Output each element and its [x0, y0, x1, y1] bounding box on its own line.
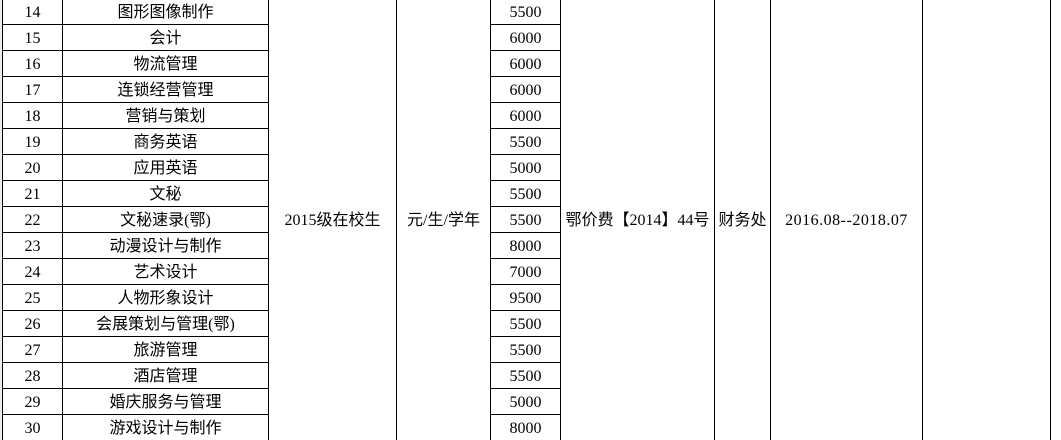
row-number-cell: 27: [2, 336, 63, 363]
major-name-cell: 旅游管理: [62, 336, 269, 363]
fee-amount-cell: 6000: [490, 50, 561, 77]
left-edge-strip: [0, 0, 2, 440]
fee-amount-cell: 5000: [490, 388, 561, 415]
row-number-cell: 21: [2, 180, 63, 207]
major-name-cell: 会展策划与管理(鄂): [62, 310, 269, 337]
row-number-cell: 20: [2, 154, 63, 181]
fee-amount-cell: 6000: [490, 102, 561, 129]
cohort-cell: 2015级在校生: [268, 0, 397, 440]
row-number-cell: 16: [2, 50, 63, 77]
table-row: 17 连锁经营管理 6000: [2, 76, 1051, 103]
major-name-cell: 酒店管理: [62, 362, 269, 389]
approval-doc-number-cell: 鄂价费【2014】44号: [560, 0, 715, 440]
table-row: 16 物流管理 6000: [2, 50, 1051, 77]
row-number-cell: 29: [2, 388, 63, 415]
major-name-cell: 艺术设计: [62, 258, 269, 285]
major-name-cell: 动漫设计与制作: [62, 232, 269, 259]
major-name-cell: 连锁经营管理: [62, 76, 269, 103]
fee-amount-cell: 5500: [490, 362, 561, 389]
row-number-cell: 28: [2, 362, 63, 389]
fee-amount-cell: 5500: [490, 310, 561, 337]
fee-amount-cell: 6000: [490, 24, 561, 51]
table-row: 18 营销与策划 6000: [2, 102, 1051, 129]
row-number-cell: 17: [2, 76, 63, 103]
row-number-cell: 18: [2, 102, 63, 129]
table-row: 28 酒店管理 5500: [2, 362, 1051, 389]
major-name-cell: 人物形象设计: [62, 284, 269, 311]
table-row: 22 文秘速录(鄂) 5500: [2, 206, 1051, 233]
charging-department-cell: 财务处: [714, 0, 771, 440]
row-number-cell: 24: [2, 258, 63, 285]
row-number-cell: 22: [2, 206, 63, 233]
table-row: 25 人物形象设计 9500: [2, 284, 1051, 311]
fee-amount-cell: 5000: [490, 154, 561, 181]
row-number-cell: 25: [2, 284, 63, 311]
fee-amount-cell: 5500: [490, 336, 561, 363]
major-name-cell: 营销与策划: [62, 102, 269, 129]
fee-amount-cell: 9500: [490, 284, 561, 311]
row-number-cell: 15: [2, 24, 63, 51]
major-name-cell: 文秘: [62, 180, 269, 207]
row-number-cell: 30: [2, 414, 63, 440]
row-number-cell: 19: [2, 128, 63, 155]
major-name-cell: 文秘速录(鄂): [62, 206, 269, 233]
major-name-cell: 应用英语: [62, 154, 269, 181]
fee-amount-cell: 8000: [490, 414, 561, 440]
table-row: 23 动漫设计与制作 8000: [2, 232, 1051, 259]
table-row: 21 文秘 5500: [2, 180, 1051, 207]
fee-amount-cell: 5500: [490, 128, 561, 155]
fee-amount-cell: 8000: [490, 232, 561, 259]
empty-remark-cell: [922, 0, 1051, 440]
major-name-cell: 图形图像制作: [62, 0, 269, 25]
table-row: 19 商务英语 5500: [2, 128, 1051, 155]
major-name-cell: 商务英语: [62, 128, 269, 155]
fee-amount-cell: 5500: [490, 206, 561, 233]
fee-unit-cell: 元/生/学年: [396, 0, 491, 440]
major-name-cell: 会计: [62, 24, 269, 51]
fee-amount-cell: 7000: [490, 258, 561, 285]
row-number-cell: 26: [2, 310, 63, 337]
fee-amount-cell: 5500: [490, 180, 561, 207]
validity-period-cell: 2016.08--2018.07: [770, 0, 923, 440]
fee-amount-cell: 5500: [490, 0, 561, 25]
major-name-cell: 游戏设计与制作: [62, 414, 269, 440]
table-row: 15 会计 6000: [2, 24, 1051, 51]
major-name-cell: 物流管理: [62, 50, 269, 77]
table-row: 30 游戏设计与制作 8000: [2, 414, 1051, 440]
fee-amount-cell: 6000: [490, 76, 561, 103]
row-number-cell: 23: [2, 232, 63, 259]
row-number-cell: 14: [2, 0, 63, 25]
major-name-cell: 婚庆服务与管理: [62, 388, 269, 415]
